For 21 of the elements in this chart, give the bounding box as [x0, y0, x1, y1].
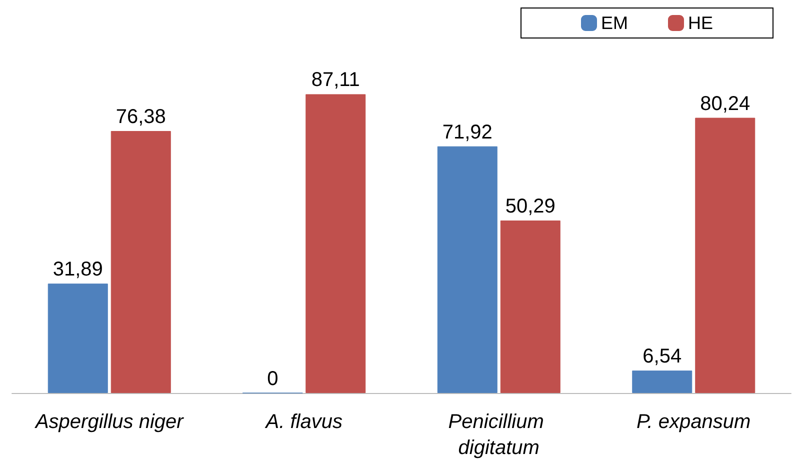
x-tick-label: P. expansum [636, 411, 751, 433]
data-label: 0 [267, 368, 278, 390]
data-label: 71,92 [442, 121, 492, 144]
bar [500, 220, 560, 393]
data-label: 80,24 [700, 92, 750, 115]
bar [632, 370, 692, 393]
bar [695, 118, 756, 393]
bar [110, 131, 171, 393]
data-label: 31,89 [52, 258, 103, 281]
data-label: 76,38 [116, 106, 166, 128]
x-tick-label: Aspergillus niger [34, 411, 185, 433]
x-tick-label: A. flavus [264, 411, 342, 433]
data-label: 6,54 [642, 346, 682, 368]
bar [306, 94, 366, 393]
bar [48, 284, 108, 393]
data-label: 87,11 [311, 69, 360, 92]
legend-label: EM [600, 13, 628, 33]
x-tick-label: Penicillium digitatum [448, 411, 550, 459]
data-label: 50,29 [505, 196, 556, 218]
legend-label: HE [688, 13, 714, 33]
bar [437, 146, 498, 393]
